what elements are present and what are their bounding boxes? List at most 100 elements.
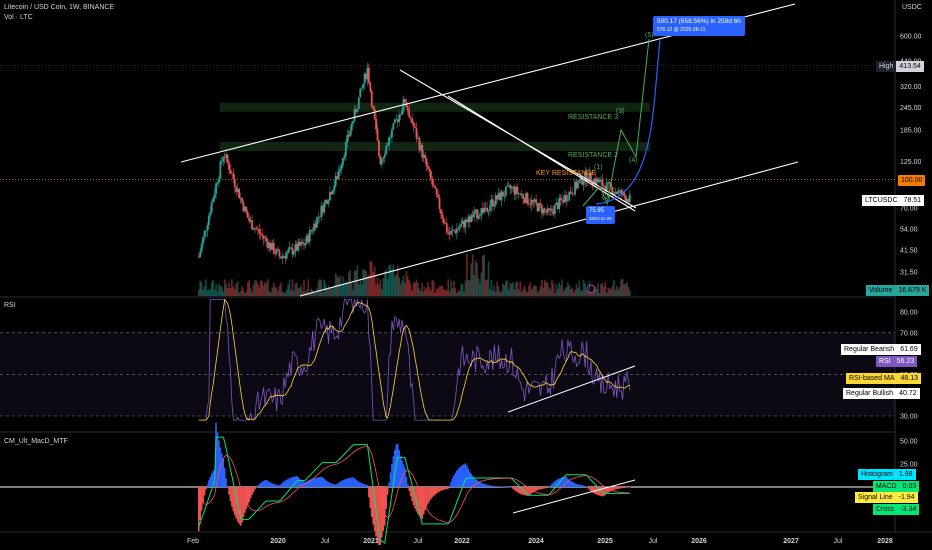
candle-body — [339, 168, 341, 172]
candle-body — [353, 109, 356, 122]
volume-bar — [203, 286, 206, 296]
volume-bar — [291, 279, 294, 296]
volume-bar — [391, 268, 393, 296]
candle-body — [392, 123, 395, 130]
volume-bar — [597, 283, 599, 296]
candle-body — [383, 154, 386, 158]
volume-bar — [626, 281, 628, 296]
volume-bar — [555, 284, 558, 296]
volume-bar — [330, 288, 333, 296]
candle-body — [408, 110, 411, 118]
candle-body — [318, 216, 321, 218]
candle-body — [344, 142, 347, 156]
volume-bar — [507, 289, 510, 296]
volume-bar — [350, 282, 353, 296]
wave-5-label: (5) — [645, 32, 654, 39]
macd-histogram-bar — [460, 466, 462, 487]
macd-histogram-bar — [454, 472, 457, 487]
marker-box[interactable]: 75.95 2024-11-25 — [586, 206, 615, 224]
macd-histogram-bar — [484, 484, 487, 487]
projection-line-1: 500.17 (658.56%) in 259d 6h — [657, 18, 741, 25]
volume-bar — [314, 292, 317, 296]
candle-body — [444, 223, 447, 224]
volume-bar — [398, 277, 400, 296]
candle-body — [487, 210, 490, 212]
candle-body — [232, 173, 235, 180]
candle-body — [455, 228, 458, 234]
macd-histogram-bar — [542, 487, 545, 489]
candle-body — [277, 249, 279, 251]
macd-histogram-bar — [258, 484, 261, 487]
candle-body — [375, 118, 377, 130]
macd-histogram-bar — [300, 479, 302, 487]
candle-body — [519, 193, 522, 195]
candle-body — [509, 185, 512, 189]
volume-bar — [235, 283, 238, 296]
projection-box[interactable]: 500.17 (658.56%) in 259d 6h 576.12 @ 202… — [653, 16, 745, 36]
macd-histogram-bar — [242, 487, 245, 518]
macd-histogram-bar — [391, 463, 393, 487]
volume-bar — [463, 291, 465, 296]
candle-body — [327, 200, 330, 204]
candle-body — [215, 183, 217, 194]
macd-histogram-bar — [489, 485, 491, 487]
volume-bar — [362, 269, 364, 296]
volume-bar — [288, 279, 291, 296]
macd-histogram-bar — [571, 481, 573, 487]
candle-body — [223, 157, 226, 159]
candle-body — [202, 237, 204, 244]
volume-bar — [229, 287, 232, 296]
macd-histogram-bar — [471, 475, 474, 487]
time-tick-label: Feb — [187, 538, 199, 545]
candle-body — [585, 171, 588, 182]
candle-body — [222, 157, 225, 162]
volume-bar — [533, 285, 536, 296]
macd-histogram-bar — [430, 487, 432, 500]
macd-histogram-bar — [569, 480, 572, 487]
macd-histogram-bar — [502, 486, 504, 488]
projection-curve — [595, 38, 661, 205]
candle-body — [516, 186, 519, 194]
candle-body — [617, 190, 620, 194]
volume-bar — [438, 286, 441, 296]
macd-histogram-bar — [343, 479, 346, 487]
macd-histogram-bar — [373, 487, 376, 531]
macd-histogram-bar — [479, 482, 481, 487]
candle-body — [571, 193, 574, 195]
macd-histogram-bar — [559, 477, 562, 487]
level-tag: 100.00 — [898, 175, 926, 186]
macd-histogram-bar — [386, 487, 389, 495]
macd-histogram-bar — [575, 483, 578, 487]
macd-histogram-bar — [216, 432, 219, 487]
volume-bar — [245, 291, 248, 296]
macd-histogram-bar — [513, 487, 516, 491]
macd-histogram-bar — [629, 487, 631, 488]
volume-bar — [538, 290, 540, 296]
candle-body — [405, 102, 408, 108]
price-tick-label: 600.00 — [900, 34, 922, 41]
macd-histogram-bar — [474, 478, 477, 487]
macd-histogram-bar — [578, 484, 581, 487]
candle-body — [504, 186, 507, 196]
rsi-ma-line — [198, 298, 630, 421]
candle-body — [219, 161, 222, 178]
volume-bar — [497, 286, 500, 296]
currency-label[interactable]: USDC — [902, 4, 922, 11]
candle-body — [321, 206, 324, 213]
macd-tag-macd: MACD 0.03 — [873, 481, 920, 492]
volume-bar — [565, 287, 568, 296]
macd-histogram-bar — [574, 483, 576, 487]
candle-body — [393, 119, 396, 124]
candle-body — [199, 251, 202, 258]
rsi-tag-bearish: Regular Bearish 61.69 — [841, 344, 921, 355]
macd-histogram-bar — [404, 467, 406, 487]
candle-body — [314, 223, 317, 228]
candle-body — [435, 188, 438, 195]
time-tick-label: Jul — [834, 538, 843, 545]
volume-bar — [320, 280, 323, 296]
candle-body — [228, 162, 230, 171]
volume-bar — [310, 288, 313, 296]
symbol-title: Litecoin / USD Coin, 1W, BINANCE — [4, 4, 115, 11]
time-tick-label: Jul — [321, 538, 330, 545]
